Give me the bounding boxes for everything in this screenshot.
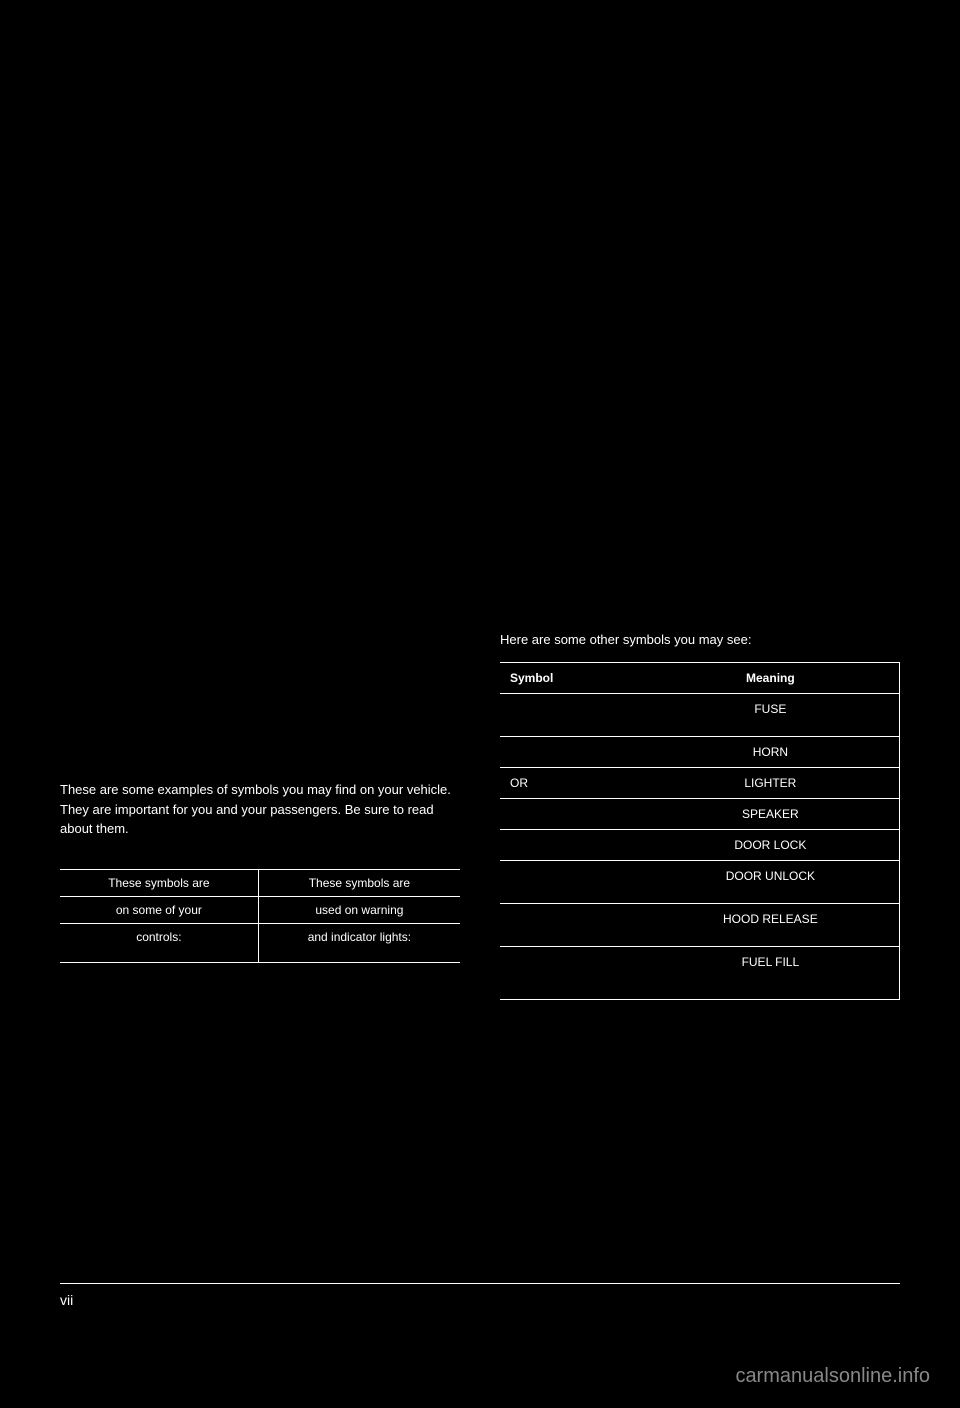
table-row: DOOR UNLOCK (500, 860, 900, 903)
meaning-cell: DOOR UNLOCK (642, 860, 900, 903)
cell: controls: (60, 923, 258, 962)
cell: These symbols are (60, 869, 258, 896)
right-table: Symbol Meaning FUSE HORN OR LIGHTER SPEA… (500, 662, 900, 1000)
table-row: These symbols are These symbols are (60, 869, 460, 896)
table-row: FUEL FILL (500, 946, 900, 999)
table-row: HOOD RELEASE (500, 903, 900, 946)
header-meaning: Meaning (642, 662, 900, 693)
symbol-cell (500, 860, 642, 903)
meaning-cell: FUEL FILL (642, 946, 900, 999)
meaning-cell: LIGHTER (642, 767, 900, 798)
table-row: on some of your used on warning (60, 896, 460, 923)
cell: on some of your (60, 896, 258, 923)
meaning-cell: HORN (642, 736, 900, 767)
left-table: These symbols are These symbols are on s… (60, 869, 460, 963)
cell: These symbols are (258, 869, 460, 896)
table-row: FUSE (500, 693, 900, 736)
table-row: SPEAKER (500, 798, 900, 829)
table-row: controls: and indicator lights: (60, 923, 460, 962)
cell: and indicator lights: (258, 923, 460, 962)
symbol-cell (500, 693, 642, 736)
footer-page-num: vii (60, 1292, 73, 1308)
table-row: HORN (500, 736, 900, 767)
cell: used on warning (258, 896, 460, 923)
symbol-cell (500, 903, 642, 946)
watermark-text: carmanualsonline.info (735, 1365, 930, 1388)
page-footer: vii (60, 1283, 900, 1308)
header-symbol: Symbol (500, 662, 642, 693)
table-row: DOOR LOCK (500, 829, 900, 860)
symbol-cell (500, 946, 642, 999)
left-column: These are some examples of symbols you m… (60, 100, 460, 1000)
symbol-cell: OR (500, 767, 642, 798)
left-intro-text: These are some examples of symbols you m… (60, 780, 460, 839)
meaning-cell: DOOR LOCK (642, 829, 900, 860)
symbol-cell (500, 829, 642, 860)
symbol-cell (500, 798, 642, 829)
right-column: Here are some other symbols you may see:… (500, 100, 900, 1000)
meaning-cell: FUSE (642, 693, 900, 736)
meaning-cell: HOOD RELEASE (642, 903, 900, 946)
table-row: OR LIGHTER (500, 767, 900, 798)
symbol-cell (500, 736, 642, 767)
right-intro-text: Here are some other symbols you may see: (500, 630, 900, 650)
meaning-cell: SPEAKER (642, 798, 900, 829)
table-header-row: Symbol Meaning (500, 662, 900, 693)
